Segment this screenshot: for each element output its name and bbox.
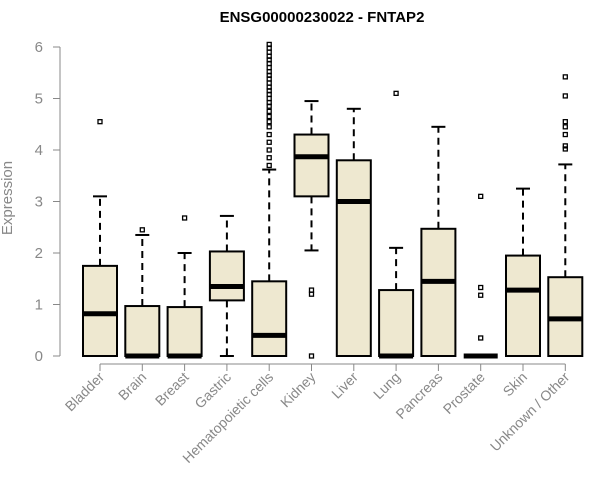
- outlier-point: [266, 64, 272, 71]
- box-group: [124, 227, 161, 359]
- y-axis: 0 1 2 3 4 5 6: [35, 39, 61, 365]
- box-group: [505, 187, 541, 357]
- x-tick-label: Pancreas: [392, 369, 445, 422]
- box: [505, 254, 541, 357]
- box: [293, 133, 330, 198]
- y-tick-label: 6: [35, 39, 43, 56]
- box-group: [420, 125, 457, 357]
- outlier-point: [266, 131, 272, 138]
- y-tick-label: 0: [35, 348, 43, 365]
- y-tick-label: 3: [35, 194, 43, 211]
- outlier-point: [266, 147, 272, 153]
- outlier-point: [478, 284, 484, 291]
- box-series: [82, 41, 584, 359]
- y-tick-label: 5: [35, 91, 43, 108]
- box-group: [251, 41, 288, 358]
- box-group: [335, 107, 372, 357]
- outlier-point: [562, 93, 568, 99]
- outlier-point: [308, 287, 315, 293]
- outlier-point: [266, 155, 272, 161]
- outlier-point: [181, 215, 188, 221]
- outlier-point: [478, 292, 484, 298]
- y-axis-label: Expression: [0, 161, 16, 235]
- box: [378, 289, 415, 357]
- x-tick-label: Lung: [370, 369, 403, 402]
- outlier-point: [562, 124, 568, 130]
- x-tick-label: Kidney: [277, 369, 319, 411]
- box-group: [166, 215, 203, 359]
- outlier-point: [266, 53, 272, 59]
- outlier-point: [562, 74, 568, 80]
- x-tick-label: Prostate: [440, 369, 488, 417]
- box: [166, 306, 203, 358]
- box-group: [293, 100, 330, 359]
- outlier-point: [478, 335, 484, 341]
- box: [335, 159, 372, 357]
- outlier-point: [266, 99, 272, 106]
- outlier-point: [266, 41, 272, 48]
- outlier-point: [308, 353, 315, 359]
- outlier-point: [266, 84, 272, 90]
- outlier-point: [266, 124, 272, 130]
- box: [251, 280, 288, 358]
- outlier-point: [562, 146, 568, 152]
- y-tick-label: 4: [35, 142, 43, 159]
- x-tick-label: Skin: [500, 369, 531, 400]
- outlier-point: [478, 193, 484, 200]
- outlier-point: [139, 227, 145, 233]
- outlier-point: [266, 108, 272, 115]
- box-group: [463, 193, 498, 359]
- box: [82, 264, 118, 357]
- outlier-point: [266, 162, 272, 169]
- outlier-point: [266, 139, 272, 145]
- box-group: [208, 214, 245, 357]
- outlier-point: [266, 69, 272, 75]
- outlier-point: [266, 49, 272, 55]
- chart-title: ENSG00000230022 - FNTAP2: [220, 9, 425, 26]
- y-tick-label: 1: [35, 297, 43, 314]
- outlier-point: [97, 119, 103, 125]
- outlier-point: [266, 113, 272, 120]
- outlier-point: [266, 80, 272, 86]
- outlier-point: [393, 90, 399, 96]
- outlier-point: [562, 143, 568, 149]
- x-tick-label: Bladder: [62, 369, 108, 415]
- box-group: [547, 74, 584, 357]
- x-tick-label: Breast: [152, 369, 192, 409]
- y-tick-label: 2: [35, 245, 43, 262]
- outlier-point: [562, 131, 568, 138]
- outlier-point: [266, 119, 272, 125]
- box: [420, 227, 457, 357]
- box: [124, 305, 161, 358]
- box-group: [82, 119, 118, 357]
- box: [208, 250, 245, 302]
- x-tick-label: Unknown / Other: [487, 369, 573, 455]
- outlier-point: [308, 291, 315, 297]
- x-tick-label: Brain: [115, 369, 149, 403]
- outlier-point: [562, 119, 568, 125]
- x-tick-label: Liver: [328, 369, 361, 402]
- box-group: [378, 90, 415, 359]
- outlier-point: [266, 95, 272, 102]
